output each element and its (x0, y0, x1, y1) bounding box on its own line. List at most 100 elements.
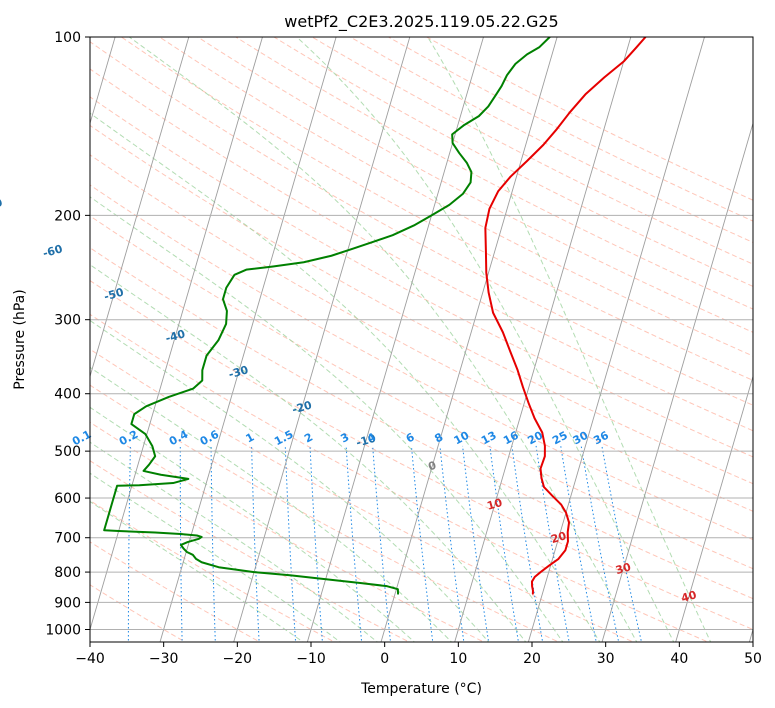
dry-adiabat-line (158, 37, 753, 357)
dry-adiabat-line (90, 541, 261, 642)
isotherm-label: 20 (550, 529, 569, 546)
mixing-ratio-label: 36 (591, 429, 611, 448)
dewpoint-profile-line (103, 37, 551, 595)
x-tick-label: 10 (449, 651, 467, 667)
x-tick-label: −10 (296, 651, 326, 667)
y-axis-title: Pressure (hPa) (12, 289, 28, 389)
dry-adiabat-line (90, 421, 485, 642)
isotherm-label: 30 (614, 560, 633, 577)
mixing-ratio-label: 0.6 (198, 428, 222, 449)
mixing-ratio-line (535, 445, 570, 642)
dry-adiabat-line (90, 499, 336, 642)
x-tick-label: −40 (75, 651, 105, 667)
mixing-ratio-line (345, 445, 363, 642)
mixing-ratio-label: 13 (479, 429, 499, 448)
temperature-profile-line (484, 37, 647, 595)
mixing-ratio-line (462, 445, 490, 642)
reference-adiabat-line (0, 24, 1, 645)
moist-adiabat-line (90, 319, 490, 642)
mixing-ratio-label: 0.2 (117, 428, 140, 449)
dry-adiabat-line (90, 154, 753, 512)
dry-adiabat-line (90, 384, 560, 642)
dry-adiabat-line (90, 124, 753, 485)
y-tick-label: 800 (54, 565, 81, 581)
mixing-ratio-line (580, 445, 620, 642)
isotherm-label: -30 (227, 363, 250, 381)
x-tick-label: −20 (223, 651, 253, 667)
dry-adiabat-line (273, 37, 753, 287)
dry-adiabat-line (349, 37, 753, 243)
moist-adiabat-line (90, 196, 564, 642)
isotherm-label: 10 (486, 496, 505, 513)
plot-area: -100-90-80-70-60-50-40-30-20-10010203040… (0, 24, 754, 645)
mixing-ratio-line (410, 445, 434, 642)
mixing-ratio-label: 30 (571, 429, 591, 448)
y-tick-label: 900 (54, 595, 81, 611)
reference-adiabat-line (0, 24, 5, 645)
dry-adiabat-line (425, 37, 753, 201)
mixing-ratio-line (284, 445, 297, 642)
dry-adiabat-line (90, 313, 710, 642)
dry-adiabat-line (90, 96, 753, 458)
mixing-ratio-line (511, 445, 544, 642)
moist-adiabat-line (427, 37, 712, 642)
isotherm-lines (0, 24, 753, 645)
mixing-ratio-line (251, 445, 260, 642)
mixing-ratio-label: 2 (302, 430, 315, 445)
y-tick-label: 500 (54, 444, 81, 460)
y-tick-label: 100 (54, 30, 81, 46)
mixing-ratio-line (372, 445, 392, 642)
isotherm-label: -40 (164, 327, 187, 345)
isotherm-line (454, 37, 632, 642)
x-tick-label: 40 (670, 651, 688, 667)
isotherm-line (90, 37, 190, 379)
mixing-ratio-label: 1.5 (272, 428, 295, 449)
mixing-ratio-line (560, 445, 597, 642)
x-tick-label: 0 (380, 651, 389, 667)
mixing-ratio-label: 25 (550, 429, 570, 448)
moist-adiabat-line (296, 37, 675, 642)
moist-adiabat-line (90, 264, 527, 642)
mixing-ratio-line (210, 445, 216, 642)
isotherm-label: 0 (427, 459, 438, 474)
y-tick-label: 1000 (45, 623, 81, 639)
plot-frame (89, 36, 754, 643)
moist-adiabat-line (90, 500, 304, 642)
dry-adiabat-lines (90, 37, 753, 642)
mixing-ratio-line (489, 445, 519, 642)
dry-adiabat-line (311, 37, 753, 265)
isotherm-label: -50 (102, 285, 125, 303)
dry-adiabat-line (90, 215, 753, 570)
y-tick-label: 700 (54, 531, 81, 547)
mixing-ratio-label: 10 (452, 429, 472, 448)
isotherm-line (233, 37, 411, 642)
x-axis: −40 −30 −20 −10 0 10 20 30 40 50 (75, 642, 762, 667)
mixing-ratio-label: 8 (432, 430, 445, 445)
sounding-series (103, 37, 647, 595)
mixing-ratio-label: 0.4 (167, 428, 191, 449)
isotherm-line (601, 121, 753, 642)
y-axis: 100 200 300 400 500 600 700 800 900 1000 (45, 30, 90, 639)
y-tick-label: 200 (54, 208, 81, 224)
dry-adiabat-line (120, 37, 753, 381)
mixing-ratio-labels: 0.1 0.2 0.4 0.6 1 1.5 2 3 4 6 8 10 13 16 20 25 30 36 (70, 428, 611, 449)
isotherm-label: -70 (0, 196, 4, 214)
dry-adiabat-line (90, 460, 411, 642)
dry-adiabat-line (90, 247, 753, 600)
x-tick-label: 50 (744, 651, 762, 667)
isotherm-label: -60 (41, 242, 64, 260)
moist-adiabat-lines (90, 37, 712, 642)
dry-adiabat-line (90, 184, 753, 541)
isotherm-label: -20 (291, 398, 314, 416)
isotherm-label: 40 (680, 588, 699, 605)
mixing-ratio-line (127, 445, 131, 642)
mixing-ratio-lines (127, 445, 643, 642)
mixing-ratio-line (179, 445, 183, 642)
isotherm-line (527, 37, 705, 642)
dry-adiabat-line (90, 279, 753, 631)
x-tick-label: 30 (597, 651, 615, 667)
mixing-ratio-line (309, 445, 323, 642)
x-tick-label: 20 (523, 651, 541, 667)
